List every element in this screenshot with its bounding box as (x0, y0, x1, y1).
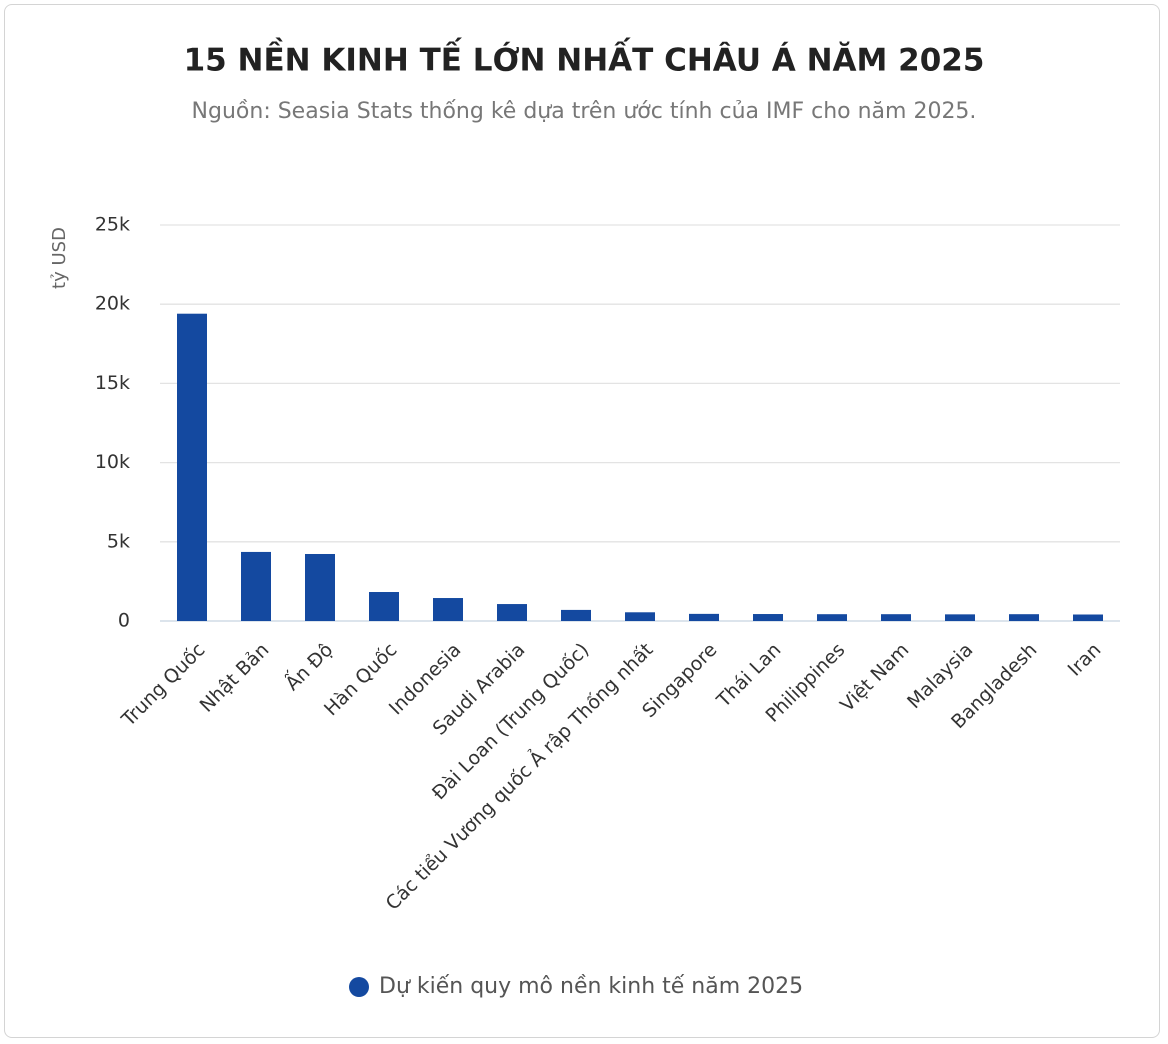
bar (433, 598, 463, 621)
bar (881, 614, 911, 621)
y-tick-label: 10k (95, 451, 130, 473)
x-tick-label: Iran (1064, 639, 1106, 681)
legend-label[interactable]: Dự kiến quy mô nền kinh tế năm 2025 (379, 974, 803, 999)
chart-subtitle: Nguồn: Seasia Stats thống kê dựa trên ướ… (192, 99, 977, 124)
bar (753, 614, 783, 621)
x-tick-label: Trung Quốc (117, 639, 210, 732)
y-axis-label: tỷ USD (49, 227, 70, 289)
y-tick-label: 5k (107, 530, 130, 552)
legend-marker (349, 977, 369, 997)
bar (497, 604, 527, 621)
x-tick-label: Việt Nam (836, 639, 913, 716)
bar (945, 614, 975, 621)
chart-title: 15 NỀN KINH TẾ LỚN NHẤT CHÂU Á NĂM 2025 (184, 39, 985, 79)
bar (689, 613, 719, 621)
y-tick-label: 0 (118, 610, 130, 632)
bar (305, 553, 335, 621)
bar (1073, 614, 1103, 621)
x-tick-label: Nhật Bản (196, 639, 274, 717)
bar (369, 592, 399, 621)
y-tick-label: 25k (95, 214, 130, 236)
bar (625, 612, 655, 621)
bar (1009, 614, 1039, 621)
y-tick-label: 15k (95, 372, 130, 394)
bar (241, 551, 271, 621)
bar (561, 609, 591, 621)
bar (177, 313, 207, 621)
bar (817, 614, 847, 621)
card (4, 4, 1160, 1038)
y-tick-label: 20k (95, 293, 130, 315)
x-tick-label: Ấn Độ (279, 637, 337, 695)
